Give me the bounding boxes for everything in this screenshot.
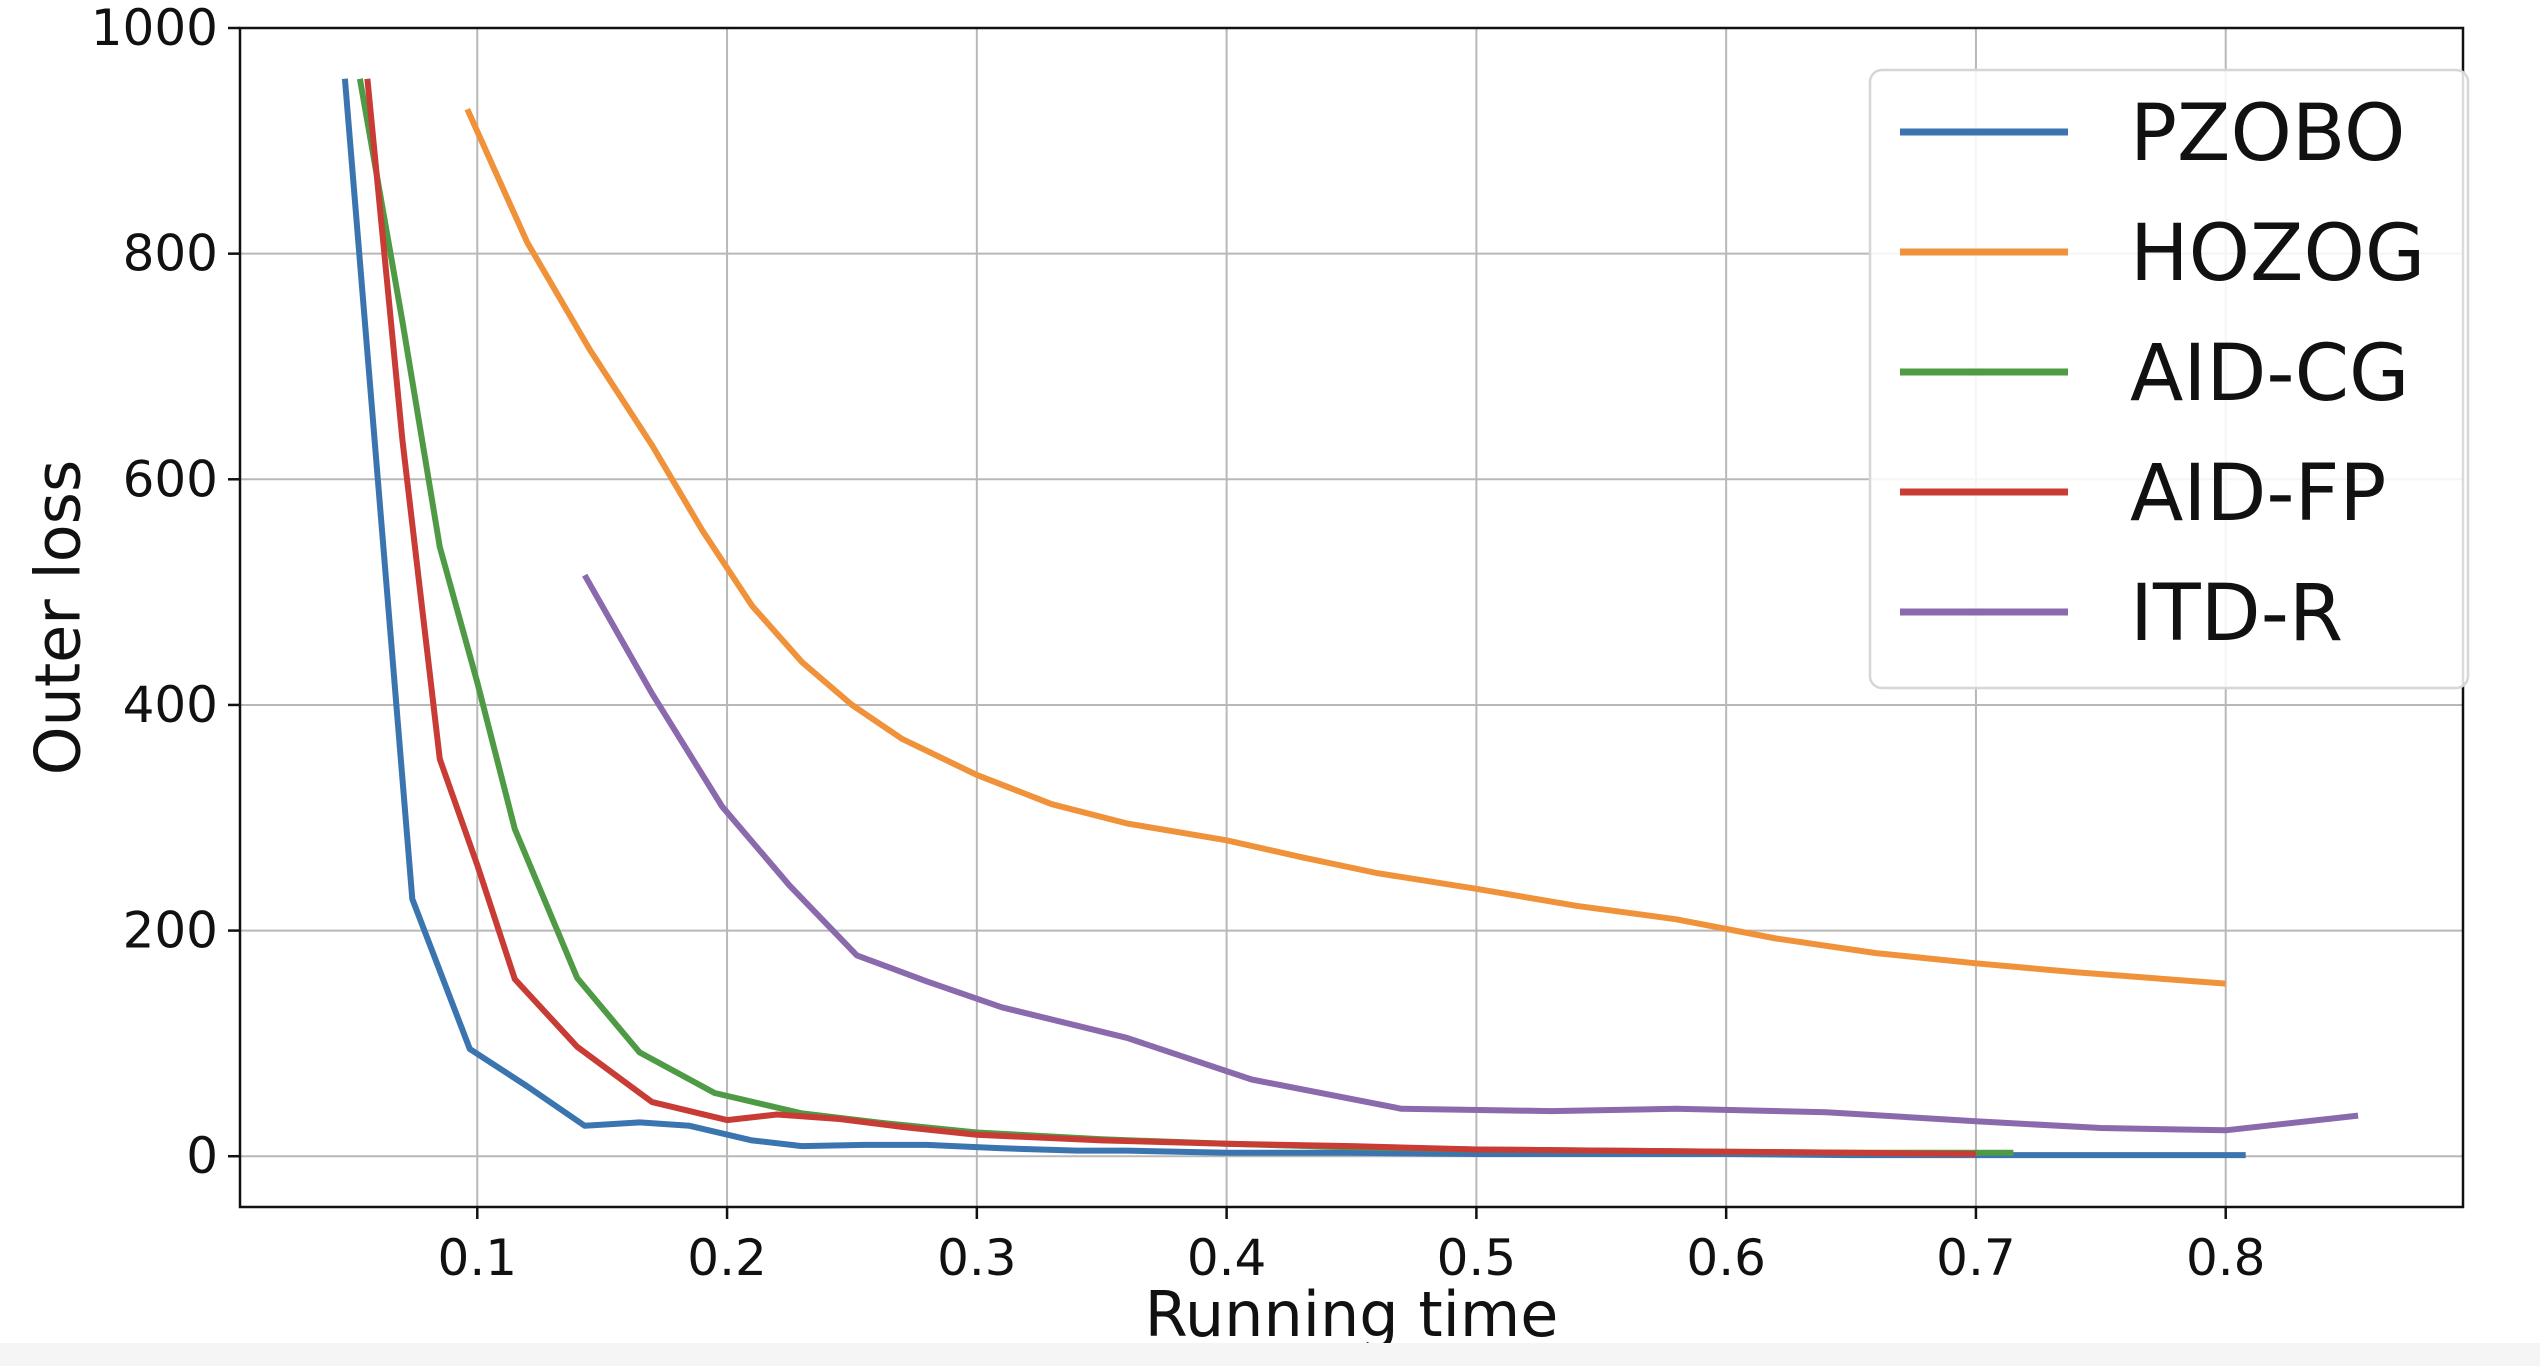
legend-label-itd-r: ITD-R — [2130, 569, 2343, 659]
legend-label-aid-fp: AID-FP — [2130, 449, 2386, 539]
legend-label-aid-cg: AID-CG — [2130, 329, 2409, 419]
series-line-aid-fp — [364, 78, 1976, 1157]
legend-box — [1868, 68, 2470, 690]
y-axis-label: Outer loss — [22, 460, 95, 776]
x-tick-label: 0.8 — [2186, 1229, 2266, 1287]
x-tick-label: 0.6 — [1686, 1229, 1766, 1287]
y-tick-label: 600 — [123, 450, 218, 508]
y-tick-label: 1000 — [91, 0, 218, 57]
series-line-hozog — [464, 107, 2226, 987]
x-tick-label: 0.4 — [1187, 1229, 1267, 1287]
bottom-strip — [0, 1343, 2540, 1366]
series-line-itd-r — [582, 573, 2359, 1134]
x-tick-label: 0.3 — [937, 1229, 1017, 1287]
series-layer — [341, 78, 2359, 1159]
y-tick-label: 400 — [123, 676, 218, 734]
x-tick-label: 0.7 — [1936, 1229, 2016, 1287]
legend: PZOBO HOZOG AID-CG AID-FP ITD-R — [1868, 68, 2470, 690]
x-tick-label: 0.2 — [687, 1229, 767, 1287]
legend-label-hozog: HOZOG — [2130, 209, 2425, 299]
x-tick-label: 0.5 — [1437, 1229, 1517, 1287]
tick-layer: 0.1 0.2 0.3 0.4 0.5 0.6 0.7 0.8 0 200 400 600 800 100… — [91, 0, 2266, 1287]
x-tick-label: 0.1 — [438, 1229, 518, 1287]
y-tick-label: 800 — [123, 225, 218, 283]
y-tick-label: 200 — [123, 902, 218, 960]
x-axis-label: Running time — [1145, 1278, 1559, 1351]
y-tick-label: 0 — [186, 1127, 218, 1185]
legend-label-pzobo: PZOBO — [2130, 89, 2405, 179]
